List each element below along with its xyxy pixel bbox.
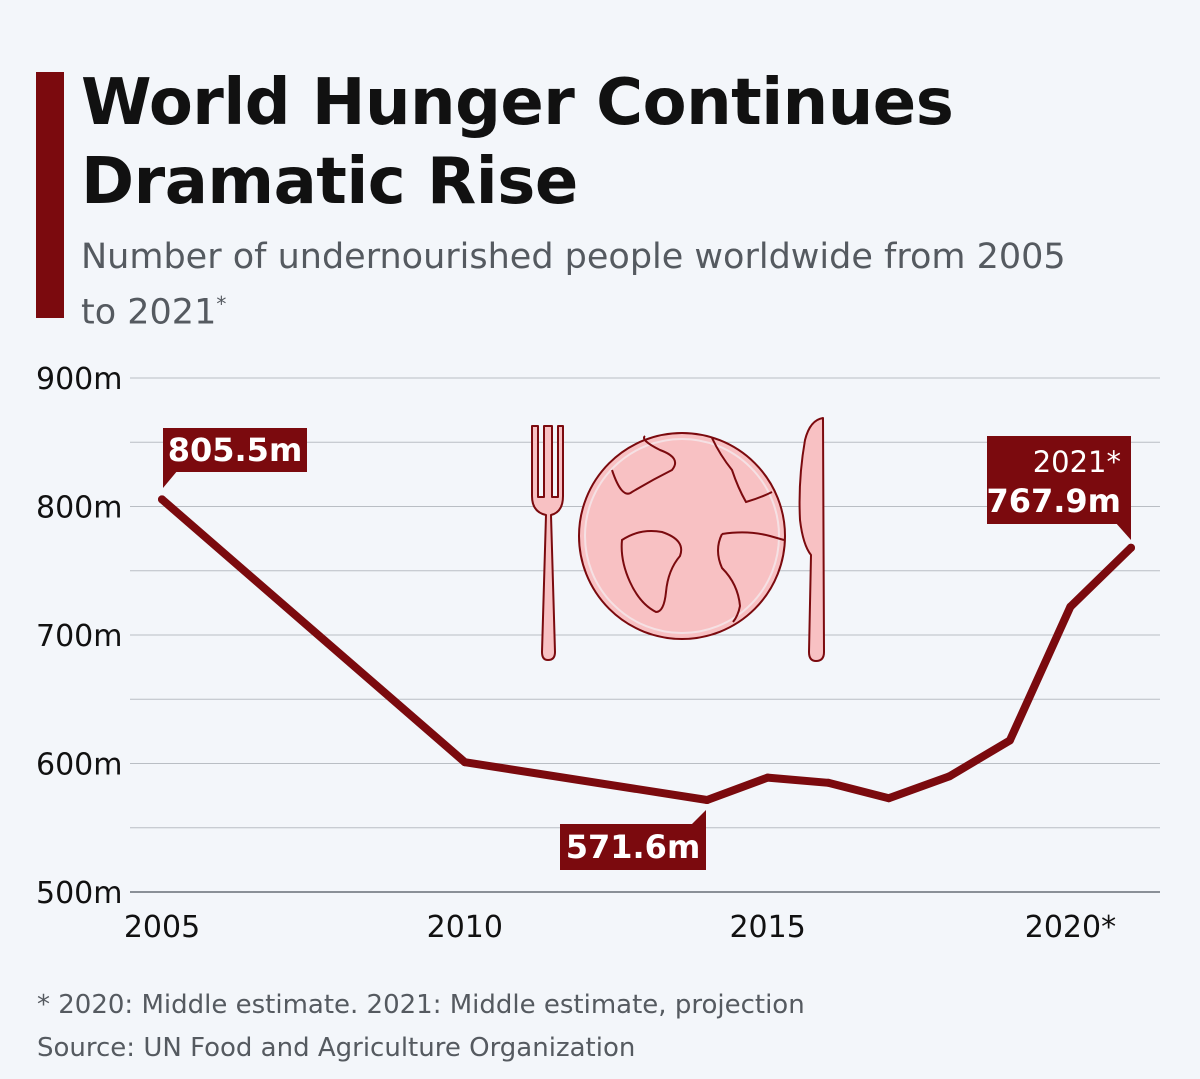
- data-point: [460, 758, 469, 767]
- chart-title: World Hunger Continues Dramatic Rise: [81, 66, 954, 219]
- line-chart: 500m 600m 700m 800m 900m 2005 2010 2015 2020* 8…: [36, 362, 1160, 945]
- y-tick-label: 600m: [36, 748, 122, 783]
- subtitle-footnote-mark: *: [216, 292, 227, 316]
- x-tick-label: 2010: [427, 910, 503, 945]
- fork-icon: [531, 425, 564, 661]
- data-points: [158, 495, 1135, 804]
- data-point: [703, 795, 712, 804]
- data-point: [1066, 602, 1075, 611]
- knife-icon: [798, 417, 825, 662]
- globe-plate-icon: [578, 432, 786, 640]
- chart-subtitle: Number of undernourished people worldwid…: [81, 234, 1081, 337]
- data-point: [158, 495, 166, 504]
- x-tick-label: 2005: [124, 910, 200, 945]
- data-point: [1005, 736, 1014, 745]
- chart-footnote: * 2020: Middle estimate. 2021: Middle es…: [37, 990, 805, 1020]
- y-tick-label: 700m: [36, 619, 122, 654]
- x-tick-label: 2015: [729, 910, 805, 945]
- data-point: [945, 772, 954, 781]
- callout-min-value: 571.6m: [560, 810, 706, 870]
- data-point: [884, 794, 893, 803]
- callout-min-label: 571.6m: [566, 828, 701, 866]
- callout-start-value: 805.5m: [163, 428, 307, 488]
- chart-source: Source: UN Food and Agriculture Organiza…: [37, 1033, 636, 1063]
- callout-end-label: 767.9m: [986, 482, 1121, 520]
- callout-start-label: 805.5m: [168, 431, 303, 469]
- series-line: [158, 495, 1135, 804]
- y-tick-label: 800m: [36, 491, 122, 526]
- y-tick-label: 500m: [36, 876, 122, 911]
- title-accent-bar: [36, 72, 64, 318]
- x-axis-labels: 2005 2010 2015 2020*: [124, 910, 1116, 945]
- callout-end-value: 2021* 767.9m: [986, 436, 1131, 540]
- callout-end-year: 2021*: [1033, 445, 1121, 479]
- y-tick-label: 900m: [36, 362, 122, 397]
- data-point: [824, 778, 833, 787]
- subtitle-text: Number of undernourished people worldwid…: [81, 237, 1066, 333]
- data-point: [1127, 543, 1135, 552]
- data-point: [763, 773, 772, 782]
- x-tick-label: 2020*: [1025, 910, 1116, 945]
- y-axis-labels: 500m 600m 700m 800m 900m: [36, 362, 122, 911]
